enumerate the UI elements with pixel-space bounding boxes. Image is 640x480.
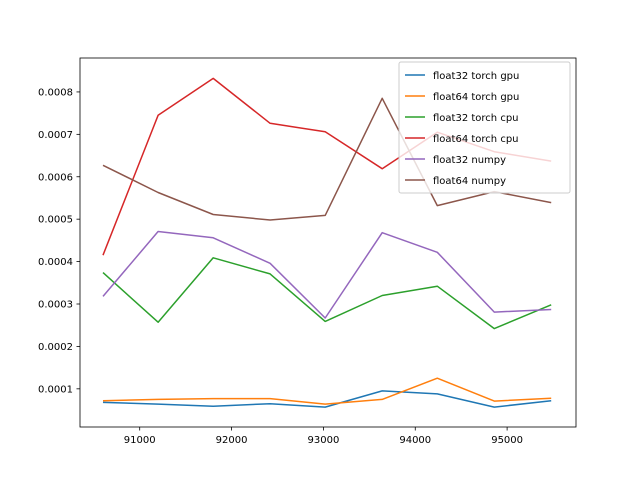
y-tick-label: 0.0006 [38,172,73,183]
y-tick-label: 0.0003 [38,300,73,311]
series-line [102,377,552,405]
x-tick-label: 92000 [216,435,248,446]
x-axis: 91000 92000 93000 94000 95000 [124,427,523,446]
series-line [102,257,552,330]
series-line [102,390,552,408]
y-axis: 0.0001 0.0002 0.0003 0.0004 0.0005 0.0006 0.00… [38,87,80,395]
x-tick-label: 94000 [399,435,431,446]
y-tick-label: 0.0005 [38,215,73,226]
legend-label: float64 numpy [433,176,506,187]
legend-label: float32 numpy [433,155,506,166]
legend-label: float32 torch cpu [433,113,519,124]
y-tick-label: 0.0004 [38,257,73,268]
plot-area-frame [79,57,577,428]
legend-label: float64 torch gpu [433,92,519,103]
legend: float32 torch gpu float64 torch gpu float3… [398,61,571,194]
plot-lines [102,77,552,408]
y-tick-label: 0.0001 [38,384,73,395]
x-tick-label: 93000 [308,435,340,446]
legend-label: float64 torch cpu [433,134,519,145]
y-tick-label: 0.0002 [38,342,73,353]
series-line [102,230,552,319]
x-tick-label: 91000 [124,435,156,446]
y-tick-label: 0.0007 [38,130,73,141]
series-line [102,97,552,221]
legend-box [398,61,571,194]
x-tick-label: 95000 [491,435,523,446]
legend-label: float32 torch gpu [433,71,519,82]
y-tick-label: 0.0008 [38,87,73,98]
